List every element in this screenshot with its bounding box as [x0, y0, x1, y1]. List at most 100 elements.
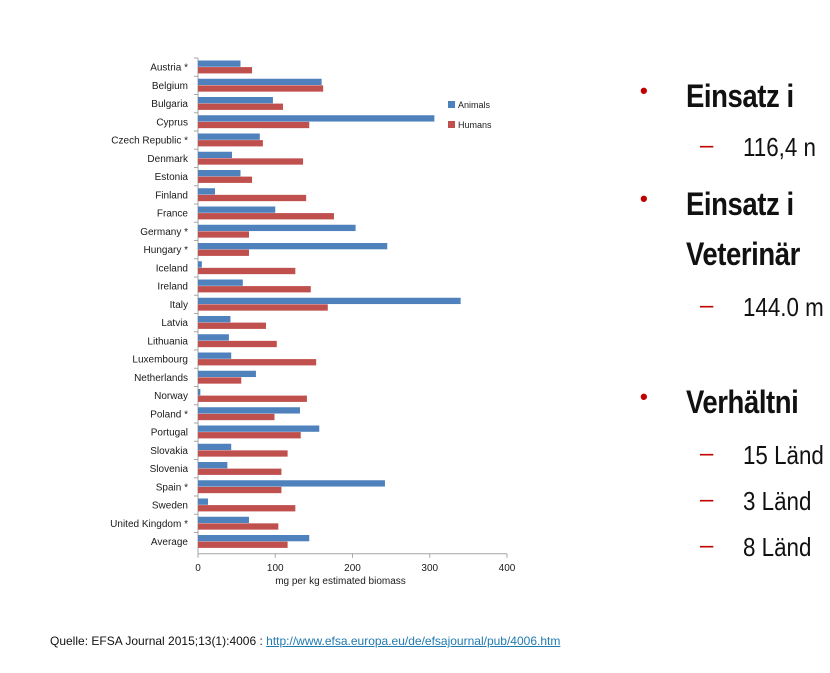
bar-humans: [198, 450, 288, 457]
bar-humans: [198, 267, 296, 275]
sub-text: 144.0 m: [743, 292, 824, 322]
dash-marker: –: [700, 486, 714, 513]
bar-humans: [198, 432, 301, 439]
bar-humans: [198, 213, 334, 220]
bar-humans: [198, 413, 275, 421]
bar-humans: [198, 286, 311, 293]
bar-animals: [198, 352, 232, 359]
bar-animals: [198, 462, 228, 469]
bar-humans: [198, 395, 307, 402]
category-label: Portugal: [151, 428, 188, 439]
bar-animals: [198, 516, 249, 524]
category-label: Ireland: [157, 282, 188, 293]
category-label: Luxembourg: [132, 355, 188, 366]
sub-text: 8 Länd: [743, 532, 812, 562]
bar-animals: [198, 224, 356, 232]
bar-animals: [198, 297, 461, 305]
bar-animals: [198, 425, 320, 432]
bar-humans: [198, 304, 328, 311]
bar-animals: [198, 334, 229, 341]
bullet-text: Verhältni: [686, 384, 799, 420]
category-label: Poland *: [150, 409, 188, 420]
bar-animals: [198, 97, 273, 104]
category-label: Cyprus: [156, 117, 188, 128]
bar-humans: [198, 121, 310, 129]
category-label: France: [157, 209, 189, 220]
category-label: Latvia: [161, 318, 188, 329]
bar-animals: [198, 261, 202, 268]
bar-animals: [198, 407, 300, 414]
category-label: Lithuania: [147, 336, 188, 347]
bar-animals: [198, 389, 201, 396]
category-label: Iceland: [156, 263, 188, 274]
category-label: Netherlands: [134, 373, 188, 384]
category-label: United Kingdom *: [110, 519, 188, 530]
category-label: Average: [151, 537, 189, 548]
x-tick-label: 100: [267, 563, 284, 574]
bullet-text: Einsatz i: [686, 186, 794, 222]
bar-animals: [198, 243, 388, 250]
bar-humans: [198, 340, 277, 348]
bar-humans: [198, 67, 253, 74]
bar-humans: [198, 176, 253, 183]
category-label: Bulgaria: [151, 99, 188, 110]
bar-humans: [198, 377, 242, 384]
category-label: Slovenia: [150, 464, 189, 475]
bullet-marker: •: [640, 78, 648, 103]
bar-animals: [198, 170, 241, 177]
bar-animals: [198, 535, 310, 542]
category-label: Sweden: [152, 501, 188, 512]
category-label: Norway: [154, 391, 188, 402]
bar-animals: [198, 279, 243, 286]
bullet-text: Einsatz i: [686, 78, 794, 114]
legend-swatch-animals: [448, 101, 455, 108]
category-label: Spain *: [156, 482, 188, 493]
bar-animals: [198, 370, 256, 378]
dash-marker: –: [700, 532, 714, 559]
bar-humans: [198, 194, 307, 202]
category-label: Germany *: [140, 227, 188, 238]
bar-humans: [198, 249, 249, 256]
bar-humans: [198, 85, 324, 92]
bullet-marker: •: [640, 384, 648, 409]
antibiotic-usage-bar-chart: 0 100 200 300 400 mg per kg estimated biomass…: [110, 57, 516, 587]
bar-humans: [198, 486, 282, 494]
sub-text: 15 Länd: [743, 440, 824, 470]
x-tick-label: 0: [195, 563, 201, 574]
x-tick-label: 400: [499, 563, 516, 574]
source-link[interactable]: http://www.efsa.europa.eu/de/efsajournal…: [266, 634, 561, 648]
bar-animals: [198, 498, 209, 505]
bar-animals: [198, 480, 385, 487]
sub-text: 116,4 n: [743, 132, 816, 162]
x-axis-title: mg per kg estimated biomass: [275, 576, 406, 587]
bar-animals: [198, 133, 260, 140]
bar-humans: [198, 468, 282, 475]
category-label: Finland: [155, 190, 188, 201]
bar-animals: [198, 60, 241, 67]
bar-animals: [198, 78, 322, 86]
x-tick-label: 200: [344, 563, 361, 574]
category-label: Denmark: [147, 154, 189, 165]
bar-animals: [198, 206, 276, 213]
bar-animals: [198, 188, 215, 195]
bar-animals: [198, 151, 232, 159]
dash-marker: –: [700, 440, 714, 467]
dash-marker: –: [700, 132, 714, 159]
source-citation: Quelle: EFSA Journal 2015;13(1):4006 : h…: [50, 634, 560, 648]
legend-swatch-humans: [448, 121, 455, 128]
source-prefix: Quelle: EFSA Journal 2015;13(1):4006 :: [50, 634, 267, 648]
sub-text: 3 Länd: [743, 486, 812, 516]
bar-humans: [198, 523, 279, 530]
bullet-list: • Einsatz i – 116,4 n • Einsatz i Veteri…: [640, 0, 830, 673]
category-label: Belgium: [152, 81, 188, 92]
x-tick-label: 300: [421, 563, 438, 574]
bar-humans: [198, 359, 317, 366]
category-label: Slovakia: [150, 446, 188, 457]
legend-label-animals: Animals: [458, 100, 491, 110]
category-label: Italy: [170, 300, 188, 311]
bar-humans: [198, 158, 304, 165]
bullet-marker: •: [640, 186, 648, 211]
bar-humans: [198, 140, 263, 147]
bullet-text: Veterinär: [686, 236, 800, 272]
category-label: Czech Republic *: [111, 136, 188, 147]
